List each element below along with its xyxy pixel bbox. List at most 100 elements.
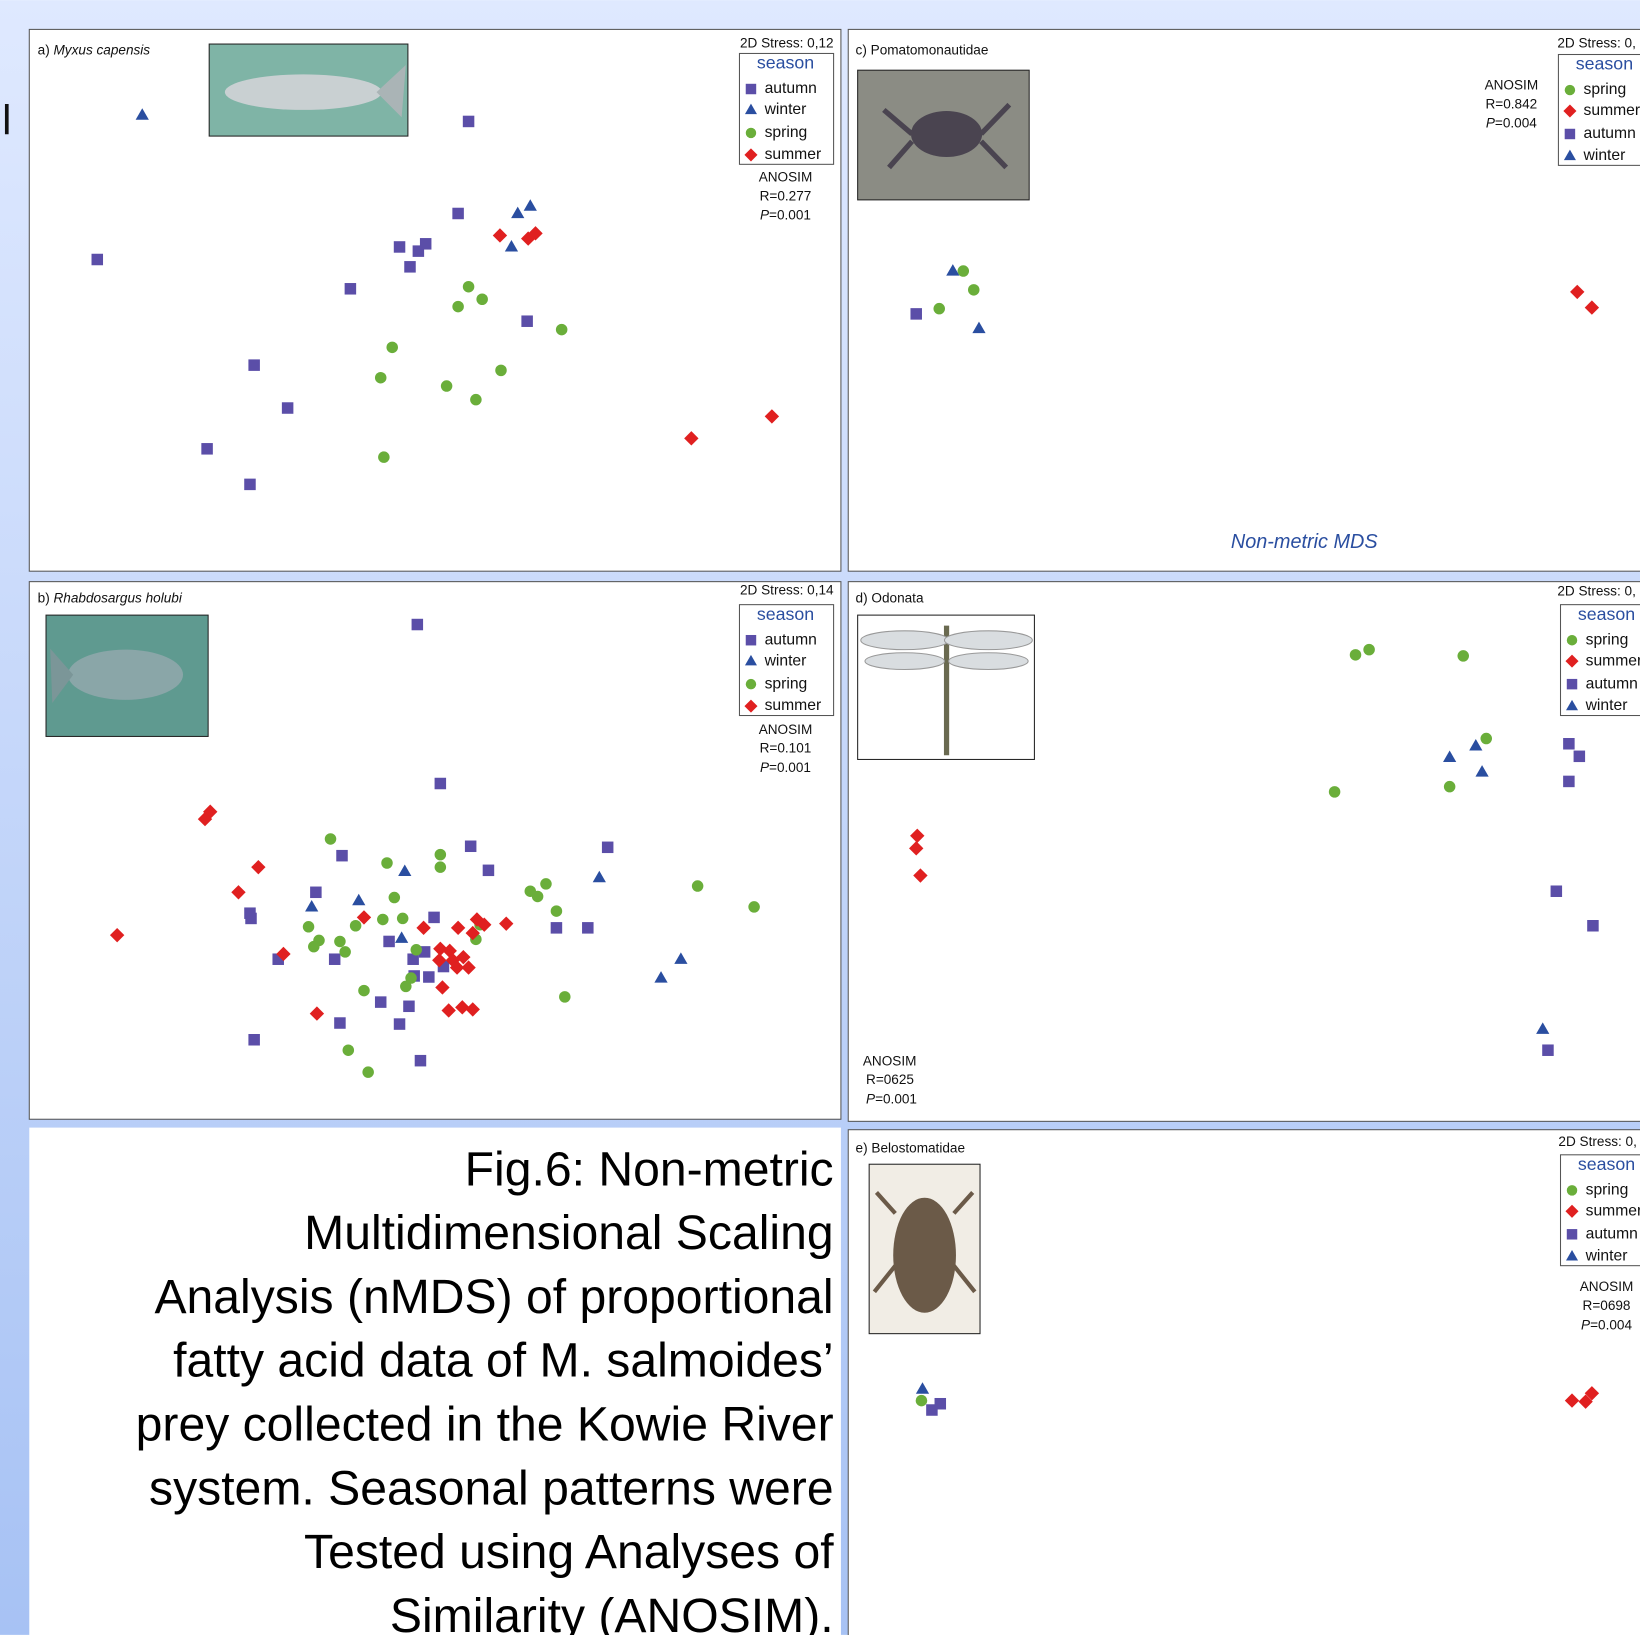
legend-title: season — [1578, 604, 1635, 624]
point — [394, 1018, 406, 1030]
page: {"side_text": "l", "caption": {"lines": … — [0, 0, 1640, 1635]
anosim-r: R=0625 — [866, 1072, 914, 1087]
legend-title: season — [1578, 1154, 1635, 1174]
point — [343, 1044, 355, 1056]
point — [748, 901, 760, 913]
legend-marker — [746, 635, 756, 645]
caption-line: Similarity (ANOSIM). — [390, 1589, 834, 1635]
point — [308, 941, 320, 953]
legend-label: autumn — [765, 80, 817, 97]
point — [397, 913, 409, 925]
point — [1329, 786, 1341, 798]
point — [476, 293, 488, 305]
caption-line: Tested using Analyses of — [304, 1525, 834, 1579]
point — [381, 857, 393, 869]
point — [282, 402, 294, 414]
anosim-heading: ANOSIM — [759, 170, 813, 185]
panel — [29, 29, 841, 571]
point — [1563, 776, 1575, 788]
point — [910, 308, 922, 320]
panel-name: Pomatomonautidae — [871, 42, 989, 57]
point — [1480, 733, 1492, 745]
legend-label: spring — [765, 675, 808, 692]
legend-label: autumn — [1584, 125, 1636, 142]
stress: 2D Stress: 0,14 — [740, 583, 834, 598]
point — [339, 946, 351, 958]
point — [582, 922, 594, 934]
caption-line: Fig.6: Non-metric — [465, 1142, 834, 1196]
stress: 2D Stress: 0, — [1558, 1134, 1636, 1149]
point — [423, 971, 435, 983]
anosim-p: P=0.001 — [760, 207, 811, 222]
point — [345, 283, 357, 295]
point — [532, 891, 544, 903]
point — [383, 936, 395, 948]
legend-label: summer — [1586, 1202, 1640, 1219]
point — [415, 1055, 427, 1067]
point — [916, 1395, 928, 1407]
photo — [858, 615, 1035, 759]
caption-line: fatty acid data of M. salmoides’ — [173, 1334, 833, 1388]
caption-line: Multidimensional Scaling — [304, 1206, 833, 1260]
point — [435, 861, 447, 873]
point — [1363, 644, 1375, 656]
point — [358, 985, 370, 997]
point — [400, 981, 412, 993]
point — [1542, 1044, 1554, 1056]
point — [1587, 920, 1599, 932]
legend-label: summer — [765, 146, 822, 163]
legend-label: winter — [1585, 1247, 1628, 1264]
anosim-heading: ANOSIM — [1580, 1279, 1634, 1294]
point — [1457, 650, 1469, 662]
stress: 2D Stress: 0,12 — [740, 36, 834, 51]
point — [602, 842, 614, 854]
panel-name: Belostomatidae — [871, 1140, 965, 1155]
side-text: l — [2, 97, 11, 144]
panel-label: e) — [856, 1140, 868, 1155]
point — [362, 1066, 374, 1078]
stress: 2D Stress: 0, — [1557, 36, 1635, 51]
point — [1574, 751, 1586, 763]
point — [310, 887, 322, 899]
point — [336, 850, 348, 862]
panel-title: b) Rhabdosargus holubi — [38, 590, 183, 605]
photo — [46, 615, 208, 736]
point — [412, 619, 424, 631]
point — [556, 324, 568, 336]
legend-label: spring — [1586, 631, 1629, 648]
point — [465, 841, 477, 853]
legend-label: winter — [1585, 697, 1628, 714]
point — [201, 443, 213, 455]
point — [375, 372, 387, 384]
point — [386, 342, 398, 354]
point — [244, 479, 256, 491]
point — [1444, 781, 1456, 793]
legend-label: autumn — [1586, 1225, 1638, 1242]
point — [404, 261, 416, 273]
anosim-p-label: P — [760, 207, 769, 222]
point — [428, 912, 440, 924]
legend-label: autumn — [765, 631, 817, 648]
point — [394, 241, 406, 253]
anosim-r: R=0.842 — [1485, 96, 1537, 111]
point — [551, 905, 563, 917]
point — [463, 116, 475, 128]
point — [470, 394, 482, 406]
stress: 2D Stress: 0, — [1557, 584, 1635, 599]
point — [334, 936, 346, 948]
anosim-p-value: =0.004 — [1590, 1317, 1632, 1332]
point — [958, 265, 970, 277]
point — [420, 238, 432, 250]
anosim-p-value: =0.001 — [769, 207, 811, 222]
legend-label: winter — [1583, 147, 1626, 164]
legend-label: summer — [1584, 102, 1640, 119]
point — [540, 878, 552, 890]
photo — [858, 70, 1030, 200]
point — [403, 1001, 415, 1013]
point — [378, 451, 390, 463]
panel-label: b) — [38, 590, 50, 605]
point — [1563, 738, 1575, 750]
subtitle: Non-metric MDS — [1231, 531, 1379, 553]
panel-label: d) — [856, 590, 868, 605]
anosim-p: P=0.004 — [1486, 115, 1537, 130]
